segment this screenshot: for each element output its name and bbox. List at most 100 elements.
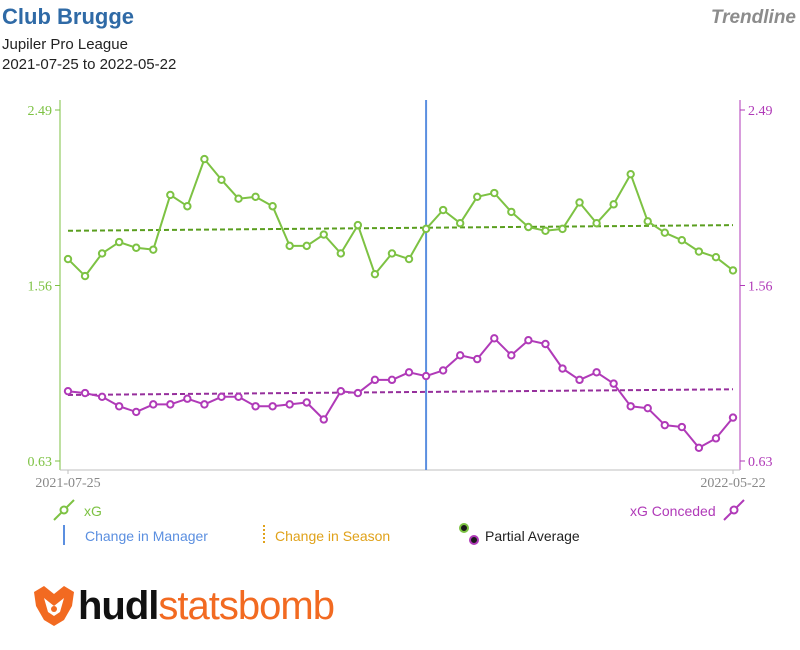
data-point bbox=[592, 219, 601, 228]
data-point bbox=[558, 224, 567, 234]
legend-xg-label: xG bbox=[84, 503, 102, 519]
legend-xg-conceded-label: xG Conceded bbox=[630, 503, 716, 519]
legend-xg-marker-icon bbox=[59, 505, 69, 515]
data-point bbox=[455, 219, 465, 228]
data-point bbox=[438, 366, 448, 375]
data-point bbox=[234, 194, 243, 203]
legend-change-manager-label: Change in Manager bbox=[85, 528, 208, 544]
brand-wordmark: hudlstatsbomb bbox=[78, 584, 335, 628]
data-point bbox=[626, 169, 635, 179]
chart-series bbox=[63, 154, 738, 452]
data-point bbox=[183, 202, 192, 211]
data-point bbox=[728, 413, 738, 422]
series-line-1 bbox=[67, 337, 734, 449]
date-range: 2021-07-25 to 2022-05-22 bbox=[2, 56, 177, 73]
right-axis-tick-label: 0.63 bbox=[748, 455, 773, 470]
data-point bbox=[319, 415, 328, 424]
brand-hudl-text: hudl bbox=[78, 584, 159, 628]
data-point bbox=[251, 192, 260, 202]
left-axis-tick-label: 1.56 bbox=[28, 280, 53, 295]
data-point bbox=[421, 224, 431, 234]
data-point bbox=[711, 252, 721, 262]
data-point bbox=[694, 443, 704, 452]
data-point bbox=[575, 375, 584, 385]
data-point bbox=[80, 388, 90, 398]
right-axis-tick-label: 1.56 bbox=[748, 280, 773, 295]
data-point bbox=[558, 364, 567, 373]
data-point bbox=[97, 392, 107, 402]
data-point bbox=[490, 334, 499, 343]
data-point bbox=[97, 249, 107, 258]
data-point bbox=[575, 198, 584, 207]
data-point bbox=[251, 402, 260, 411]
trend-line-1 bbox=[67, 388, 734, 396]
team-title: Club Brugge bbox=[2, 4, 134, 29]
legend-partial-avg-xg-icon bbox=[459, 523, 469, 533]
x-axis-start-label: 2021-07-25 bbox=[35, 476, 100, 491]
data-point bbox=[149, 245, 158, 254]
data-point bbox=[63, 254, 73, 264]
chart-axes: 2.49 1.56 0.63 2.49 1.56 0.63 2021-07-25 2022-0… bbox=[28, 100, 773, 491]
data-point bbox=[285, 400, 294, 409]
data-point bbox=[353, 220, 363, 230]
trend-line-0 bbox=[67, 224, 734, 232]
right-axis-tick-label: 2.49 bbox=[748, 104, 773, 119]
data-point bbox=[626, 402, 635, 411]
data-point bbox=[387, 249, 397, 258]
data-point bbox=[660, 420, 669, 430]
data-point bbox=[643, 403, 652, 413]
brand-statsbomb-text: statsbomb bbox=[158, 584, 335, 628]
data-point bbox=[455, 351, 465, 360]
data-point bbox=[660, 228, 669, 237]
legend-change-season-label: Change in Season bbox=[275, 528, 391, 544]
data-point bbox=[302, 241, 311, 251]
legend-partial-avg-xgc-icon bbox=[469, 535, 479, 545]
data-point bbox=[370, 269, 380, 279]
data-point bbox=[524, 222, 533, 232]
data-point bbox=[200, 154, 209, 164]
data-point bbox=[132, 243, 141, 252]
data-point bbox=[63, 386, 73, 396]
series-line-0 bbox=[67, 158, 734, 278]
legend-xgc-marker-icon bbox=[729, 505, 739, 515]
trendline-badge: Trendline bbox=[710, 7, 796, 28]
data-point bbox=[166, 190, 175, 200]
data-point bbox=[592, 368, 601, 377]
data-point bbox=[336, 249, 346, 258]
data-point bbox=[609, 379, 618, 388]
data-point bbox=[421, 371, 431, 381]
data-point bbox=[285, 241, 294, 251]
data-point bbox=[217, 392, 226, 402]
data-point bbox=[319, 230, 328, 239]
data-point bbox=[217, 175, 226, 185]
data-point bbox=[609, 200, 618, 209]
data-point bbox=[711, 434, 721, 443]
data-point bbox=[268, 402, 277, 411]
data-point bbox=[404, 368, 414, 377]
hudl-fox-icon bbox=[34, 586, 74, 626]
legend-icons bbox=[53, 499, 745, 545]
data-point bbox=[728, 266, 738, 275]
legend-partial-average-label: Partial Average bbox=[485, 528, 580, 544]
data-point bbox=[404, 254, 414, 264]
data-point bbox=[234, 392, 243, 402]
data-point bbox=[541, 339, 550, 349]
data-point bbox=[524, 336, 533, 345]
x-axis-end-label: 2022-05-22 bbox=[700, 476, 765, 491]
data-point bbox=[132, 407, 141, 417]
left-axis-tick-label: 2.49 bbox=[28, 104, 53, 119]
data-point bbox=[507, 351, 516, 360]
data-point bbox=[643, 217, 652, 226]
data-point bbox=[183, 394, 192, 403]
data-point bbox=[490, 188, 499, 198]
data-point bbox=[438, 205, 448, 215]
trend-lines bbox=[67, 100, 734, 470]
league-name: Jupiler Pro League bbox=[2, 36, 128, 53]
data-point bbox=[694, 247, 704, 256]
data-point bbox=[200, 400, 209, 409]
data-point bbox=[149, 400, 158, 409]
data-point bbox=[166, 400, 175, 409]
data-point bbox=[114, 402, 124, 411]
data-point bbox=[336, 386, 346, 396]
